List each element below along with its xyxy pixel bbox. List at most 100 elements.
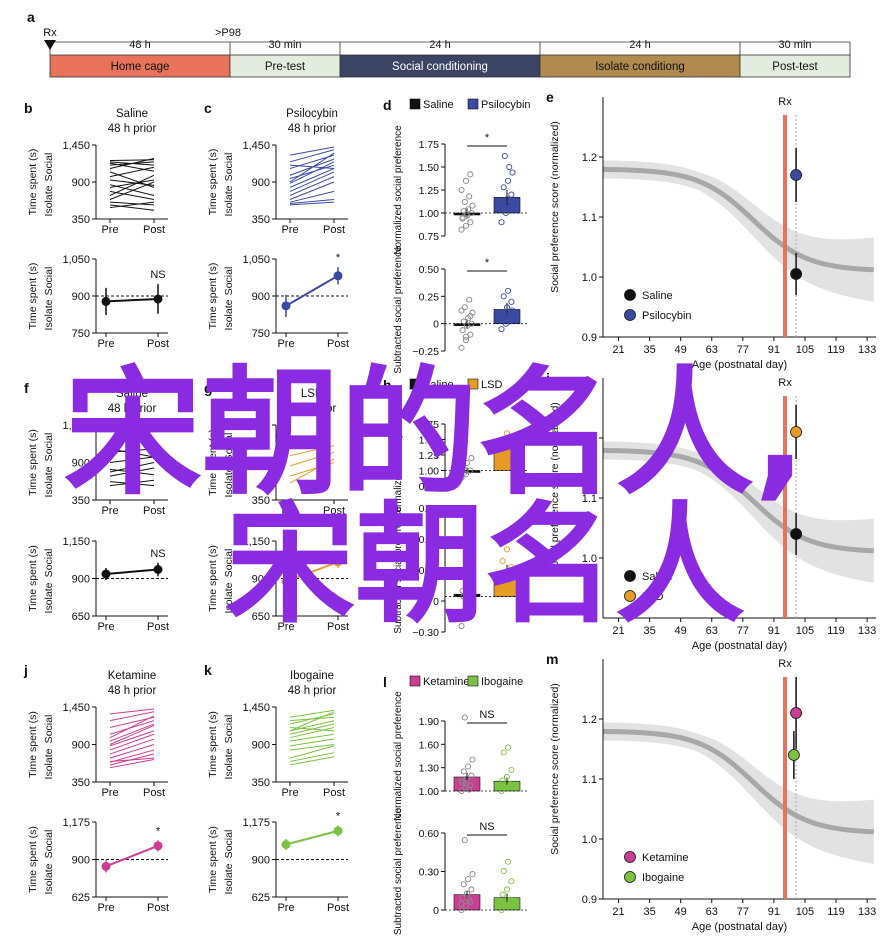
timeline-segment-label-1: Pre-test [265,61,306,73]
panel-g-xtick-label-1: Post [323,505,345,517]
panel-d2-ytick-label-2: 0 [433,319,439,331]
data-point [458,186,465,194]
panel-subtitle-c: 48 h prior [288,123,337,135]
data-point [460,881,467,888]
panel-l-ylabel: Normalized social preference [393,691,404,821]
data-point [458,344,465,351]
panel-label-d: d [383,97,392,113]
data-point [501,152,508,160]
panel-k-ylabel: Time spent (s) [207,711,219,778]
panel-l2-ytick-label-1: 0.30 [419,867,440,879]
data-point [499,891,506,898]
subject-line-14 [109,757,155,763]
panel-h2-ytick-label-4: −0.30 [412,627,439,639]
subject-line-13 [109,724,155,745]
panel-g-ylabel-bottom: Isolate [223,466,235,497]
panel-g2: 1,150 900 650 Time spent (s) Social Isolate Pr… [207,536,349,633]
panel-label-f: f [24,380,29,396]
rx-line [783,396,787,618]
mean-point-1 [153,841,163,851]
legend-marker-0 [624,570,636,582]
data-point [500,293,507,300]
panel-h2-ytick-label-1: 0.50 [419,534,440,546]
data-point [461,714,468,721]
panel-f2-ylabel: Time spent (s) [27,545,39,612]
panel-h-ytick-label-4: 0.75 [419,481,440,493]
panel-k2-ytick-label-2: 625 [252,892,270,904]
panel-k-ytick-label-0: 1,450 [242,702,270,714]
data-point [507,205,514,212]
panel-c2-ylabel-bottom: Isolate [223,299,235,330]
subject-line-4 [289,164,335,180]
mean-line [285,829,339,846]
panel-m-xlabel: Age (postnatal day) [692,921,787,933]
timeline-duration-3: 24 h [629,39,650,51]
panel-c2-ytick-label-2: 750 [252,328,270,340]
legend-swatch-1 [467,378,479,390]
panel-h2-ytick-label-0: 0.75 [419,503,440,515]
subject-line-8 [289,176,335,196]
data-point [467,219,474,226]
panel-d-ytick-label-2: 1.25 [419,185,440,197]
timeline-segment-label-4: Post-test [772,61,818,73]
panel-m-xtick-label-6: 105 [796,906,814,918]
data-point [465,876,472,883]
subject-line-15 [109,179,155,188]
panel-k: k Ibogaine 48 h prior 1,450 900 350 Time spent… [204,662,348,799]
subject-line-5 [289,726,335,739]
timeline-p98-label: >P98 [215,27,241,39]
legend-swatch-1 [467,98,479,110]
panel-b-ytick-label-0: 1,450 [62,140,90,152]
panel-j2-ylabel-top: Social [43,830,55,859]
data-point [502,579,509,586]
panel-f2-xtick-label-1: Post [147,621,169,633]
panel-d-ytick-label-0: 1.75 [419,139,440,151]
annotation-f2: NS [150,548,165,560]
panel-j2: 1,175 900 625 Time spent (s) Social Isolate Pr… [27,817,169,914]
data-point [460,318,467,325]
data-point [505,287,512,294]
panel-k2-ylabel-top: Social [223,830,235,859]
subject-line-9 [289,745,335,759]
panel-k2: 1,175 900 625 Time spent (s) Social Isolate Pr… [207,810,349,914]
subject-line-3 [109,467,155,477]
panel-i-xtick-label-7: 119 [827,625,845,637]
panel-j2-ylabel-bottom: Isolate [43,863,55,894]
legend-label-0: Ketamine [642,852,688,864]
panel-b2-xtick-label-1: Post [147,338,169,350]
panel-e-ytick-label-1: 1.0 [582,272,597,284]
mean-point-0 [281,577,291,586]
panel-j-xtick-label-0: Pre [101,787,118,799]
panel-l-ytick-label-3: 1.00 [419,786,440,798]
panel-d-ytick-label-4: 0.75 [419,231,440,243]
subject-line-7 [289,171,335,192]
panel-d-ylabel: Normalized social preference [393,125,404,255]
data-point [502,784,509,791]
subject-line-13 [109,161,155,166]
panel-g2-ytick-label-2: 650 [252,611,270,623]
subject-line-11 [289,756,335,766]
panel-subtitle-b: 48 h prior [108,123,157,135]
panel-d-ytick-label-3: 1.00 [419,208,440,220]
legend-label-1: Psilocybin [481,99,531,111]
data-point [503,886,511,893]
panel-g2-ylabel: Time spent (s) [207,545,219,612]
panel-h2-ytick-label-2: 0.25 [419,565,440,577]
data-point [509,169,516,176]
data-point [503,546,511,553]
panel-b-ylabel: Time spent (s) [27,149,39,216]
panel-j-xtick-label-1: Post [143,787,165,799]
mean-point-0 [281,840,291,849]
data-point [461,304,468,311]
panel-m-rx-label: Rx [778,658,792,670]
subject-line-3 [109,720,155,735]
panel-g2-ytick-label-1: 900 [252,574,270,586]
panel-j-ytick-label-2: 350 [72,777,90,789]
panel-k2-ytick-label-0: 1,175 [242,817,270,829]
panel-c-ytick-label-1: 900 [252,177,270,189]
mean-point-1 [333,557,343,567]
panel-m-xtick-label-8: 133 [858,906,876,918]
panel-f2-ylabel-top: Social [43,549,55,578]
panel-m-ytick-label-3: 1.2 [582,714,597,726]
rx-line [783,677,787,899]
